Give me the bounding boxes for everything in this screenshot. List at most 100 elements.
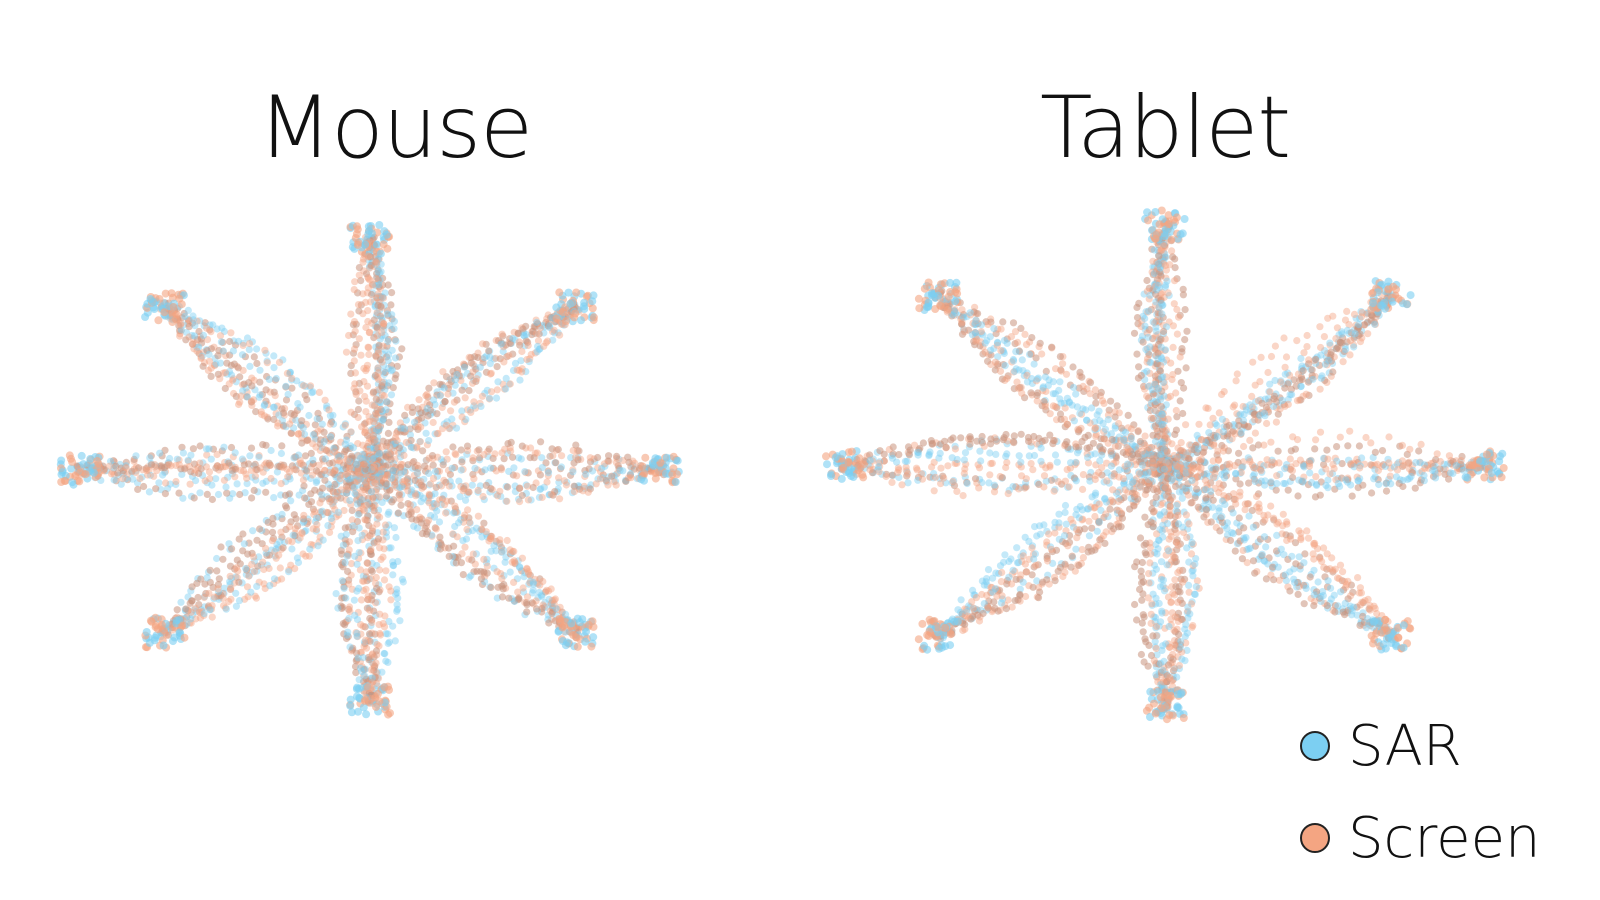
mouse-point-spoke-2 [599, 471, 607, 479]
tablet-point-spoke-3 [1310, 591, 1318, 599]
mouse-point-spoke-1 [408, 443, 416, 451]
mouse-point-spoke-6 [262, 488, 270, 496]
mouse-point-spoke-3 [391, 481, 399, 489]
mouse-point-spoke-6 [277, 449, 285, 458]
mouse-point-spoke-1 [374, 444, 382, 452]
mouse-point-spoke-1 [502, 385, 510, 393]
mouse-point-spoke-2 [626, 471, 635, 479]
mouse-point-spoke-0 [383, 342, 391, 350]
mouse-point-spoke-4 [382, 567, 390, 575]
mouse-point-spoke-0 [364, 252, 373, 260]
mouse-point-spoke-2 [630, 465, 638, 473]
mouse-point-spoke-4 [399, 578, 407, 586]
mouse-point-spoke-4 [354, 537, 362, 545]
tablet-endpoint-spoke-1 [1406, 291, 1415, 300]
mouse-point-spoke-0 [366, 443, 374, 451]
mouse-point-spoke-5 [232, 602, 240, 610]
tablet-point-spoke-3 [1304, 534, 1313, 542]
tablet-point-spoke-2 [1267, 438, 1275, 446]
mouse-point-spoke-2 [517, 455, 525, 463]
tablet-point-spoke-2 [1289, 473, 1297, 482]
mouse-point-spoke-0 [385, 408, 393, 416]
tablet-point-spoke-1 [1326, 339, 1334, 347]
mouse-point-spoke-0 [373, 411, 381, 419]
tablet-point-spoke-3 [1348, 611, 1356, 619]
tablet-point-spoke-0 [1141, 322, 1149, 330]
tablet-point-spoke-3 [1215, 507, 1223, 515]
tablet-point-spoke-3 [1226, 536, 1235, 545]
mouse-point-spoke-1 [509, 334, 517, 343]
mouse-endpoint-spoke-6 [81, 470, 90, 479]
mouse-point-spoke-5 [208, 613, 216, 621]
mouse-point-spoke-2 [536, 485, 544, 494]
mouse-point-spoke-3 [382, 492, 391, 500]
mouse-point-spoke-1 [440, 384, 448, 392]
tablet-point-spoke-3 [1262, 575, 1270, 583]
tablet-point-spoke-1 [1356, 338, 1365, 346]
mouse-endpoint-spoke-0 [375, 221, 384, 229]
mouse-point-spoke-7 [188, 340, 196, 348]
mouse-endpoint-spoke-1 [552, 314, 561, 323]
mouse-point-spoke-2 [497, 464, 505, 472]
mouse-point-spoke-1 [509, 350, 517, 358]
mouse-point-spoke-5 [219, 594, 227, 603]
mouse-point-spoke-2 [469, 457, 477, 465]
mouse-endpoint-spoke-0 [353, 240, 362, 249]
tablet-point-spoke-2 [1312, 436, 1320, 444]
mouse-point-spoke-0 [374, 349, 383, 357]
tablet-point-spoke-2 [1322, 465, 1330, 473]
mouse-point-spoke-6 [172, 477, 180, 486]
mouse-point-spoke-0 [381, 331, 389, 339]
mouse-point-spoke-0 [370, 316, 378, 324]
mouse-point-spoke-1 [384, 429, 392, 437]
mouse-point-spoke-5 [256, 525, 264, 533]
mouse-point-spoke-1 [498, 330, 506, 338]
mouse-point-spoke-1 [430, 396, 438, 404]
mouse-point-spoke-0 [351, 380, 359, 388]
mouse-endpoint-spoke-2 [651, 474, 660, 483]
mouse-point-spoke-2 [507, 447, 515, 455]
tablet-point-spoke-3 [1339, 568, 1347, 576]
tablet-point-spoke-3 [1202, 494, 1210, 502]
tablet-point-spoke-0 [1168, 440, 1176, 448]
mouse-point-spoke-1 [523, 355, 531, 364]
mouse-endpoint-spoke-0 [353, 225, 362, 234]
tablet-point-spoke-2 [1459, 466, 1467, 474]
mouse-point-spoke-3 [483, 569, 491, 577]
mouse-point-spoke-7 [199, 362, 207, 370]
mouse-point-spoke-7 [213, 325, 221, 333]
mouse-point-spoke-6 [223, 489, 231, 497]
tablet-point-spoke-1 [1263, 419, 1271, 428]
mouse-point-spoke-2 [410, 458, 418, 466]
mouse-point-spoke-2 [537, 485, 545, 493]
mouse-point-spoke-1 [460, 363, 468, 371]
mouse-point-spoke-0 [359, 290, 367, 298]
mouse-point-spoke-6 [205, 468, 214, 476]
mouse-point-spoke-1 [414, 425, 422, 433]
mouse-point-spoke-6 [290, 465, 298, 473]
mouse-point-spoke-2 [439, 461, 447, 469]
mouse-point-spoke-2 [420, 475, 428, 483]
mouse-point-spoke-1 [546, 322, 554, 330]
mouse-point-spoke-4 [393, 589, 401, 597]
tablet-point-spoke-2 [1312, 480, 1321, 488]
mouse-point-spoke-3 [529, 578, 537, 586]
mouse-point-spoke-1 [511, 359, 520, 367]
mouse-endpoint-spoke-2 [641, 453, 650, 462]
mouse-point-spoke-2 [544, 472, 552, 480]
mouse-point-spoke-0 [363, 365, 371, 373]
tablet-point-spoke-1 [1297, 382, 1305, 390]
mouse-point-spoke-0 [359, 255, 368, 263]
mouse-point-spoke-2 [504, 449, 512, 457]
tablet-point-spoke-3 [1261, 557, 1269, 565]
mouse-point-spoke-7 [298, 439, 306, 447]
mouse-endpoint-spoke-2 [651, 454, 660, 463]
mouse-point-spoke-7 [261, 401, 269, 409]
mouse-point-spoke-7 [221, 384, 229, 393]
mouse-point-spoke-1 [431, 401, 439, 409]
tablet-point-spoke-1 [1316, 385, 1324, 393]
mouse-point-spoke-1 [433, 430, 441, 438]
mouse-point-spoke-0 [386, 322, 394, 330]
mouse-point-spoke-1 [519, 325, 527, 333]
mouse-point-spoke-7 [205, 350, 213, 359]
